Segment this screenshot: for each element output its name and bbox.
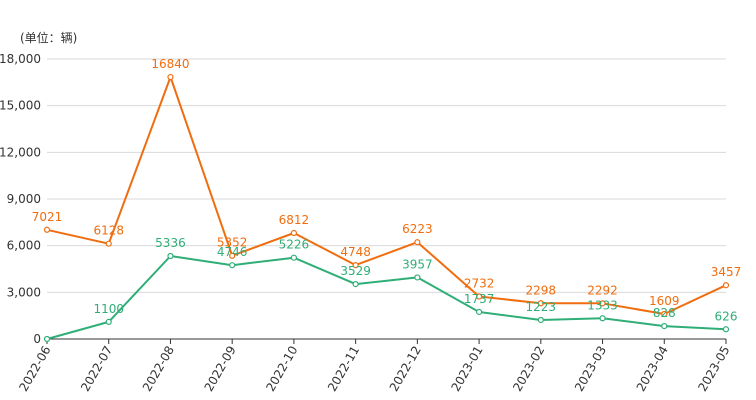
data-point[interactable] xyxy=(105,240,112,247)
data-point[interactable] xyxy=(414,274,421,281)
data-label: 3529 xyxy=(340,264,371,278)
x-tick-label: 2022-06 xyxy=(16,344,53,394)
data-point[interactable] xyxy=(537,300,544,307)
series-line xyxy=(46,76,727,315)
y-tick-label: 12,000 xyxy=(0,145,41,159)
data-point[interactable] xyxy=(43,226,51,233)
series-1: 1100 5336 4746 5226 3529 3957 1737 1223 1333 828 6… xyxy=(43,236,738,343)
series-line xyxy=(46,255,727,340)
data-label: 1223 xyxy=(526,300,557,314)
data-point[interactable] xyxy=(722,326,730,333)
x-tick-label: 2023-02 xyxy=(510,344,547,394)
data-point[interactable] xyxy=(290,229,298,237)
data-label: 3457 xyxy=(711,265,742,279)
data-point[interactable] xyxy=(229,262,236,269)
x-tick-label: 2023-05 xyxy=(695,344,732,394)
x-tick-label: 2022-11 xyxy=(325,344,362,394)
data-label: 5336 xyxy=(155,236,186,250)
data-point[interactable] xyxy=(414,239,421,246)
x-tick-label: 2023-01 xyxy=(448,344,485,394)
x-tick-label: 2023-04 xyxy=(634,344,671,394)
data-label: 5352 xyxy=(217,236,248,250)
data-point[interactable] xyxy=(537,316,544,324)
data-label: 4746 xyxy=(217,245,248,259)
x-axis: 2022-06 2022-07 2022-08 2022-09 2022-10 2022-… xyxy=(16,338,733,394)
data-label: 5226 xyxy=(279,238,310,252)
x-tick-label: 2022-09 xyxy=(202,344,239,394)
y-tick-label: 6,000 xyxy=(7,239,41,253)
x-tick-label: 2022-10 xyxy=(263,344,300,394)
data-label: 626 xyxy=(715,309,738,323)
data-point[interactable] xyxy=(167,73,174,81)
x-tick-label: 2023-03 xyxy=(572,344,609,394)
grid-lines xyxy=(47,58,726,293)
data-point[interactable] xyxy=(43,335,51,343)
data-point[interactable] xyxy=(167,252,174,260)
data-point[interactable] xyxy=(661,310,668,318)
data-point[interactable] xyxy=(229,252,236,259)
y-axis: 0 3,000 6,000 9,000 12,000 15,000 18,000 xyxy=(0,52,41,346)
data-point[interactable] xyxy=(475,308,483,316)
data-label: 1737 xyxy=(464,292,495,306)
unit-label: (单位：辆) xyxy=(20,30,77,45)
data-point[interactable] xyxy=(352,262,359,269)
data-label: 3957 xyxy=(402,257,433,271)
y-tick-label: 3,000 xyxy=(7,285,41,299)
data-label: 1609 xyxy=(649,294,680,308)
x-tick-label: 2022-07 xyxy=(78,344,115,394)
data-point[interactable] xyxy=(352,281,359,288)
data-point[interactable] xyxy=(475,293,483,300)
data-label: 6223 xyxy=(402,222,433,236)
x-tick-label: 2022-08 xyxy=(140,344,177,394)
data-label: 2298 xyxy=(526,283,557,297)
x-tick-label: 2022-12 xyxy=(387,344,424,394)
series-group: 7021 6128 16840 5352 6812 4748 6223 2732 2298 229… xyxy=(32,57,742,343)
data-point[interactable] xyxy=(290,254,298,261)
y-tick-label: 18,000 xyxy=(0,52,41,66)
data-label: 7021 xyxy=(32,210,63,224)
data-label: 6128 xyxy=(93,224,124,238)
data-point[interactable] xyxy=(722,282,730,289)
data-label: 1100 xyxy=(93,302,124,316)
data-point[interactable] xyxy=(661,323,668,330)
series-0: 7021 6128 16840 5352 6812 4748 6223 2732 2298 229… xyxy=(32,57,742,318)
data-label: 16840 xyxy=(151,57,189,71)
data-point[interactable] xyxy=(599,315,606,322)
data-label: 2732 xyxy=(464,277,495,291)
y-tick-label: 0 xyxy=(33,332,41,346)
data-point[interactable] xyxy=(105,318,112,325)
data-point[interactable] xyxy=(599,300,606,307)
y-tick-label: 15,000 xyxy=(0,99,41,113)
data-label: 828 xyxy=(653,306,676,320)
y-tick-label: 9,000 xyxy=(7,192,41,206)
data-label: 4748 xyxy=(340,245,371,259)
data-label: 6812 xyxy=(279,213,310,227)
data-label: 2292 xyxy=(587,283,618,297)
data-label: 1333 xyxy=(587,298,618,312)
